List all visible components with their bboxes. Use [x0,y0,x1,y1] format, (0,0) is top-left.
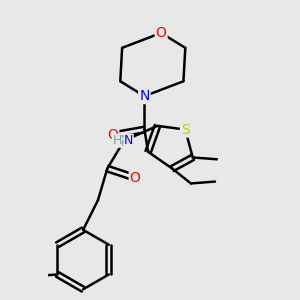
Text: H: H [112,134,122,147]
Text: N: N [139,89,150,103]
Text: O: O [130,171,141,185]
Text: N: N [124,134,133,147]
Text: S: S [181,123,190,136]
Text: O: O [107,128,118,142]
Text: O: O [156,26,167,40]
